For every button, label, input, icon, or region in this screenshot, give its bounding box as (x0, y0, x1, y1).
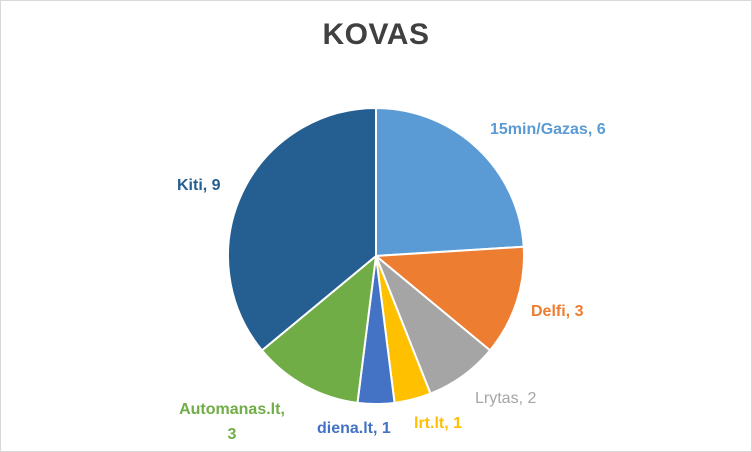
slice-label-diena: diena.lt, 1 (317, 420, 391, 437)
pie-slices (227, 107, 526, 405)
slice-label-delfi: Delfi, 3 (531, 303, 584, 320)
chart-title: KOVAS (322, 18, 430, 51)
slice-label-15min-gazas: 15min/Gazas, 6 (490, 121, 606, 138)
slice-label-automanas-line2: 3 (228, 426, 237, 443)
slice-label-lrt: lrt.lt, 1 (414, 415, 462, 432)
pie-slice-delfi (375, 245, 526, 352)
pie-slice-automanas-lt (260, 255, 377, 404)
slice-label-lrytas: Lrytas, 2 (475, 390, 536, 407)
slice-label-kiti: Kiti, 9 (177, 177, 221, 194)
pie-slice-15min-gazas (375, 107, 525, 257)
slice-label-automanas-line1: Automanas.lt, (179, 401, 285, 418)
pie-slice-kiti (227, 107, 377, 352)
